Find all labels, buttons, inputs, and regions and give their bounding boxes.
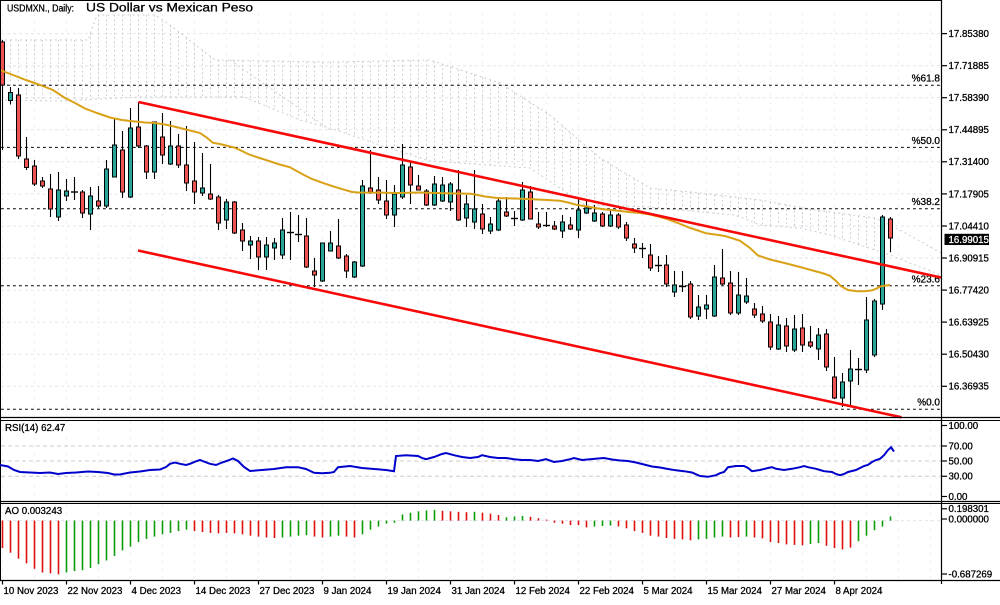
svg-text:%0.0: %0.0: [917, 398, 940, 409]
svg-text:22 Nov 2023: 22 Nov 2023: [68, 586, 123, 597]
svg-text:%50.0: %50.0: [912, 136, 941, 147]
svg-text:17.17905: 17.17905: [949, 189, 989, 200]
svg-text:USDMXN., Daily:: USDMXN., Daily:: [7, 4, 74, 15]
svg-text:4 Dec 2023: 4 Dec 2023: [132, 586, 182, 597]
svg-text:16.90915: 16.90915: [949, 253, 989, 264]
svg-text:50.00: 50.00: [949, 456, 974, 467]
svg-text:0.00: 0.00: [949, 492, 968, 503]
svg-text:16.77420: 16.77420: [949, 286, 990, 297]
svg-text:15 Mar 2024: 15 Mar 2024: [708, 586, 763, 597]
svg-text:27 Dec 2023: 27 Dec 2023: [260, 586, 315, 597]
svg-text:16.63925: 16.63925: [949, 318, 989, 329]
svg-text:12 Feb 2024: 12 Feb 2024: [516, 586, 571, 597]
svg-text:17.31400: 17.31400: [949, 157, 990, 168]
svg-text:16.36935: 16.36935: [949, 382, 989, 393]
svg-text:14 Dec 2023: 14 Dec 2023: [196, 586, 251, 597]
svg-text:16.50430: 16.50430: [949, 350, 990, 361]
svg-text:AO 0.003243: AO 0.003243: [5, 506, 62, 517]
svg-text:70.00: 70.00: [949, 441, 974, 452]
svg-text:%23.6: %23.6: [912, 274, 941, 285]
svg-text:30.00: 30.00: [949, 472, 974, 483]
svg-text:5 Mar 2024: 5 Mar 2024: [644, 586, 694, 597]
svg-text:17.44895: 17.44895: [949, 125, 989, 136]
svg-text:10 Nov 2023: 10 Nov 2023: [4, 586, 59, 597]
svg-text:RSI(14) 62.47: RSI(14) 62.47: [5, 423, 65, 434]
svg-text:27 Mar 2024: 27 Mar 2024: [772, 586, 827, 597]
svg-text:-0.687269: -0.687269: [949, 569, 993, 580]
svg-text:17.04410: 17.04410: [949, 221, 990, 232]
svg-text:US Dollar vs Mexican Peso: US Dollar vs Mexican Peso: [86, 3, 253, 15]
svg-text:22 Feb 2024: 22 Feb 2024: [580, 586, 635, 597]
svg-text:31 Jan 2024: 31 Jan 2024: [452, 586, 506, 597]
svg-text:8 Apr 2024: 8 Apr 2024: [836, 586, 883, 597]
svg-text:16.99015: 16.99015: [949, 235, 989, 246]
svg-text:17.85380: 17.85380: [949, 29, 990, 40]
svg-text:%61.8: %61.8: [912, 74, 941, 85]
svg-text:0.198301: 0.198301: [949, 504, 989, 515]
svg-text:17.58390: 17.58390: [949, 93, 990, 104]
svg-text:0.000000: 0.000000: [949, 514, 990, 525]
svg-text:%38.2: %38.2: [912, 197, 941, 208]
svg-text:9 Jan 2024: 9 Jan 2024: [324, 586, 373, 597]
svg-text:17.71885: 17.71885: [949, 61, 989, 72]
svg-text:19 Jan 2024: 19 Jan 2024: [388, 586, 442, 597]
svg-text:100.00: 100.00: [949, 421, 979, 432]
